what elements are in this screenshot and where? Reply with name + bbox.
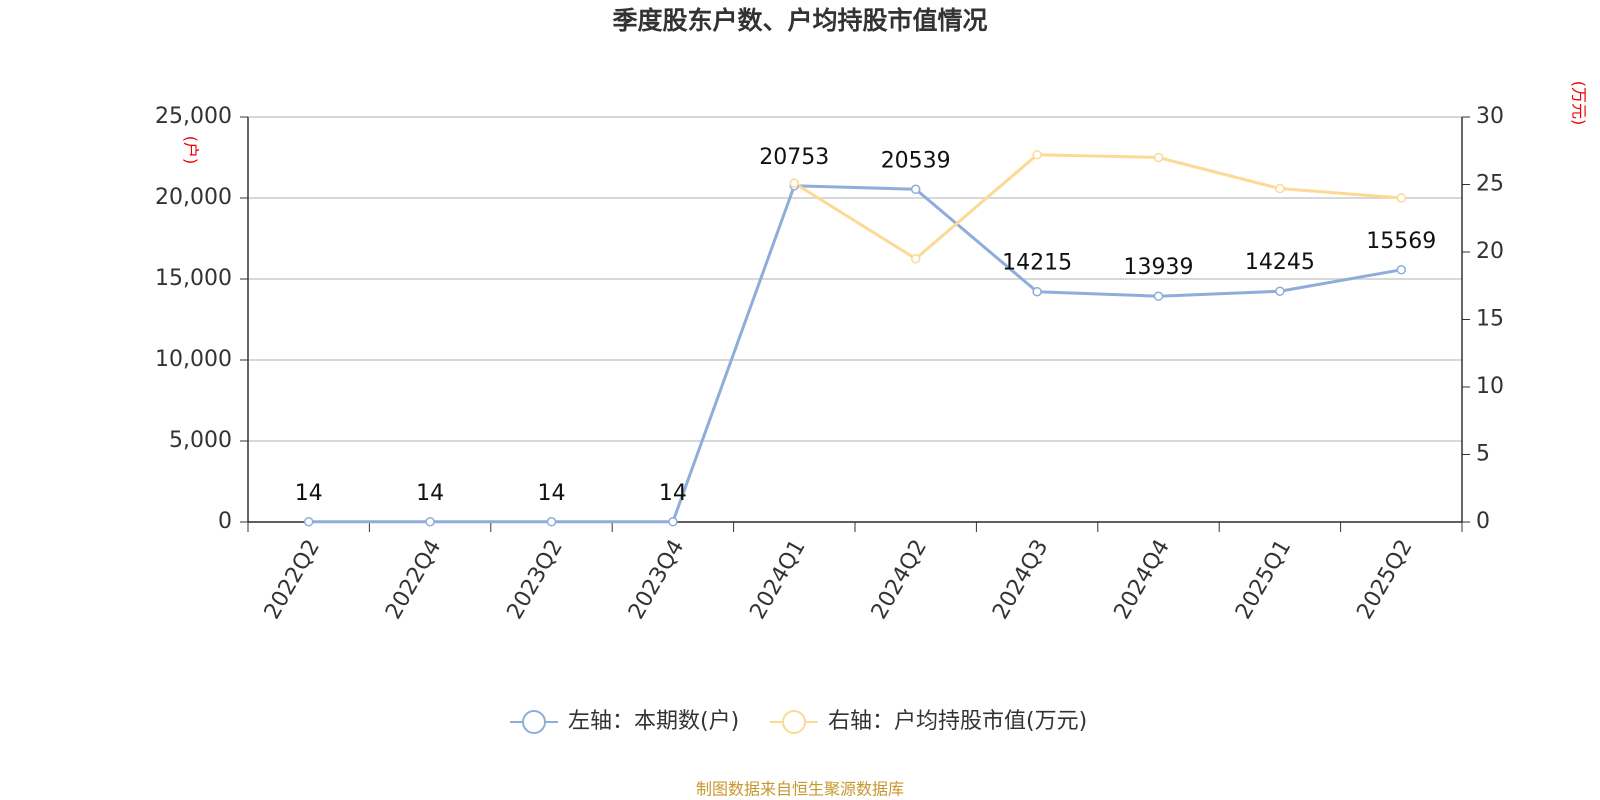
y2-axis-label: (万元) (1570, 81, 1589, 126)
data-label: 15569 (1366, 229, 1436, 254)
chart-title: 季度股东户数、户均持股市值情况 (612, 6, 987, 35)
data-label: 14215 (1002, 251, 1072, 276)
point (1275, 286, 1285, 296)
data-label: 20753 (759, 145, 829, 170)
x-tick-label: 2022Q4 (381, 536, 446, 624)
y-tick-label: 0 (218, 509, 232, 534)
legend-marker (782, 710, 806, 734)
data-label: 14 (659, 481, 687, 506)
point (1153, 152, 1164, 163)
source-note: 制图数据来自恒生聚源数据库 (696, 780, 904, 799)
y-tick-label: 5,000 (169, 428, 232, 453)
y2-tick-label: 30 (1476, 104, 1504, 129)
legend-marker (522, 710, 546, 734)
legend-label: 右轴：户均持股市值(万元) (828, 709, 1087, 734)
x-tick-label: 2024Q1 (745, 536, 810, 624)
point (668, 517, 678, 527)
data-label: 20539 (881, 148, 951, 173)
point (1032, 286, 1042, 297)
point (1153, 291, 1164, 301)
x-tick-label: 2025Q1 (1231, 536, 1296, 624)
x-tick-label: 2024Q4 (1110, 536, 1175, 624)
point (910, 254, 921, 264)
point (910, 184, 921, 195)
series-line (308, 184, 1402, 524)
point (789, 178, 800, 188)
x-tick-label: 2023Q4 (624, 536, 689, 624)
point (1032, 150, 1042, 160)
y2-tick-label: 5 (1476, 442, 1490, 467)
x-tick-label: 2025Q2 (1352, 536, 1417, 624)
legend-label: 左轴：本期数(户) (568, 709, 739, 734)
point (303, 517, 314, 527)
y2-tick-label: 0 (1476, 509, 1490, 534)
y-tick-label: 15,000 (155, 266, 232, 291)
y-tick-label: 25,000 (155, 104, 232, 129)
point (425, 517, 435, 527)
y2-tick-label: 15 (1476, 307, 1504, 332)
point (1275, 183, 1285, 194)
y2-tick-label: 20 (1476, 239, 1504, 264)
y-axis-label: (户) (182, 136, 201, 165)
data-label: 14 (295, 481, 323, 506)
data-label: 14 (416, 481, 444, 506)
point (546, 517, 557, 527)
y2-tick-label: 10 (1476, 374, 1504, 399)
y2-tick-label: 25 (1476, 172, 1504, 197)
data-label: 14245 (1245, 250, 1315, 275)
x-tick-label: 2023Q2 (503, 536, 568, 624)
y-tick-label: 20,000 (155, 185, 232, 210)
y-tick-label: 10,000 (155, 347, 232, 372)
data-label: 14 (538, 481, 566, 506)
point (1396, 265, 1407, 275)
point (1396, 193, 1407, 203)
series-line (793, 153, 1402, 261)
data-label: 13939 (1124, 255, 1194, 280)
x-tick-label: 2024Q3 (988, 536, 1053, 624)
x-tick-label: 2024Q2 (867, 536, 932, 624)
x-tick-label: 2022Q2 (260, 536, 325, 624)
